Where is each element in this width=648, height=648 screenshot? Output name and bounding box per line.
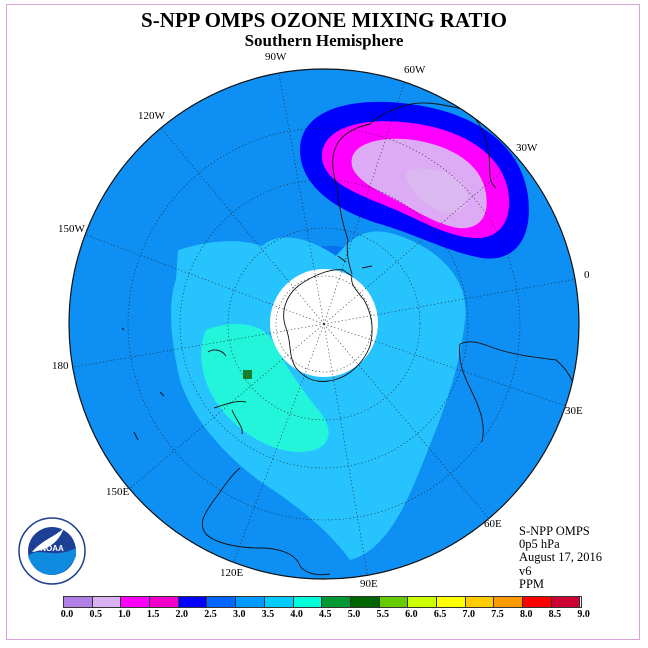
- colorbar-cell: [465, 597, 495, 607]
- colorbar-tick-label: 5.0: [347, 609, 361, 620]
- colorbar-cell: [178, 597, 208, 607]
- colorbar-tick-label: 5.5: [376, 609, 389, 620]
- lon-label-90w: 90W: [265, 51, 287, 63]
- colorbar-cell: [379, 597, 409, 607]
- colorbar: [64, 597, 581, 607]
- colorbar-tick-label: 0.5: [89, 609, 102, 620]
- latitude-circles: [127, 127, 521, 521]
- lon-label-0: 0: [584, 269, 590, 281]
- noaa-logo: NOAA: [18, 517, 86, 585]
- colorbar-tick-label: 1.0: [118, 609, 131, 620]
- info-level: 0p5 hPa: [519, 537, 560, 552]
- info-units: PPM: [519, 576, 545, 591]
- lon-label-90e: 90E: [360, 578, 378, 590]
- lon-label-30e: 30E: [565, 405, 583, 417]
- lon-label-120e: 120E: [220, 567, 244, 579]
- colorbar-tick-label: 2.0: [175, 609, 189, 620]
- colorbar-tick-label: 2.5: [204, 609, 217, 620]
- ozone-band-3p5: [201, 324, 329, 452]
- info-date: August 17, 2016: [519, 550, 602, 565]
- map-subtitle: Southern Hemisphere: [244, 31, 404, 50]
- ozone-band-4p0: [243, 370, 252, 379]
- info-block: S-NPP OMPS 0p5 hPa August 17, 2016 v6 PP…: [519, 524, 602, 591]
- colorbar-tick-label: 8.5: [548, 609, 562, 620]
- ozone-band-0p5: [406, 168, 468, 213]
- colorbar-cell: [150, 597, 179, 607]
- lon-label-150w: 150W: [58, 223, 86, 235]
- colorbar-cell: [236, 597, 265, 607]
- figure-frame: [6, 4, 640, 640]
- colorbar-tick-label: 7.0: [462, 609, 476, 620]
- longitude-labels: 90W 60W 30W 0 30E 60E 90E 120E 150E 180 …: [52, 51, 590, 590]
- colorbar-tick-label: 7.5: [491, 609, 504, 620]
- ozone-field: [69, 69, 579, 579]
- noaa-logo-text: NOAA: [40, 544, 64, 553]
- lon-label-30w: 30W: [516, 142, 538, 154]
- colorbar-cell: [350, 597, 380, 607]
- colorbar-cell: [92, 597, 122, 607]
- colorbar-tick-label: 6.0: [405, 609, 418, 620]
- colorbar-tick-label: 3.0: [232, 609, 246, 620]
- colorbar-cell: [207, 597, 237, 607]
- colorbar-cell: [322, 597, 351, 607]
- colorbar-cell: [436, 597, 466, 607]
- map-title: S-NPP OMPS OZONE MIXING RATIO: [141, 8, 507, 32]
- colorbar-tick-label: 0.0: [60, 609, 74, 620]
- colorbar-cell: [523, 597, 552, 607]
- colorbar-tick-label: 4.5: [319, 609, 332, 620]
- lon-label-150e: 150E: [106, 486, 130, 498]
- colorbar-cell: [121, 597, 151, 607]
- colorbar-cell: [551, 597, 581, 607]
- colorbar-cell: [408, 597, 437, 607]
- colorbar-frame: [63, 596, 582, 608]
- colorbar-tick-label: 8.0: [519, 609, 533, 620]
- lon-label-60e: 60E: [484, 518, 502, 530]
- coastlines: [121, 102, 577, 576]
- colorbar-tick-label: 4.0: [290, 609, 303, 620]
- map-boundary: [68, 68, 580, 580]
- colorbar-cell: [64, 597, 93, 607]
- lon-label-180: 180: [52, 360, 69, 372]
- info-version: v6: [519, 563, 532, 578]
- colorbar-tick-label: 1.5: [146, 609, 160, 620]
- colorbar-tick-label: 6.5: [433, 609, 447, 620]
- info-instrument: S-NPP OMPS: [519, 524, 590, 538]
- lon-label-60w: 60W: [404, 64, 426, 76]
- ozone-band-3p0: [171, 231, 466, 560]
- lon-label-120w: 120W: [138, 110, 166, 122]
- colorbar-cell: [293, 597, 323, 607]
- colorbar-tick-label: 9.0: [577, 609, 590, 620]
- colorbar-cell: [264, 597, 294, 607]
- colorbar-tick-label: 3.5: [261, 609, 275, 620]
- colorbar-cell: [494, 597, 523, 607]
- meridians: [69, 69, 579, 579]
